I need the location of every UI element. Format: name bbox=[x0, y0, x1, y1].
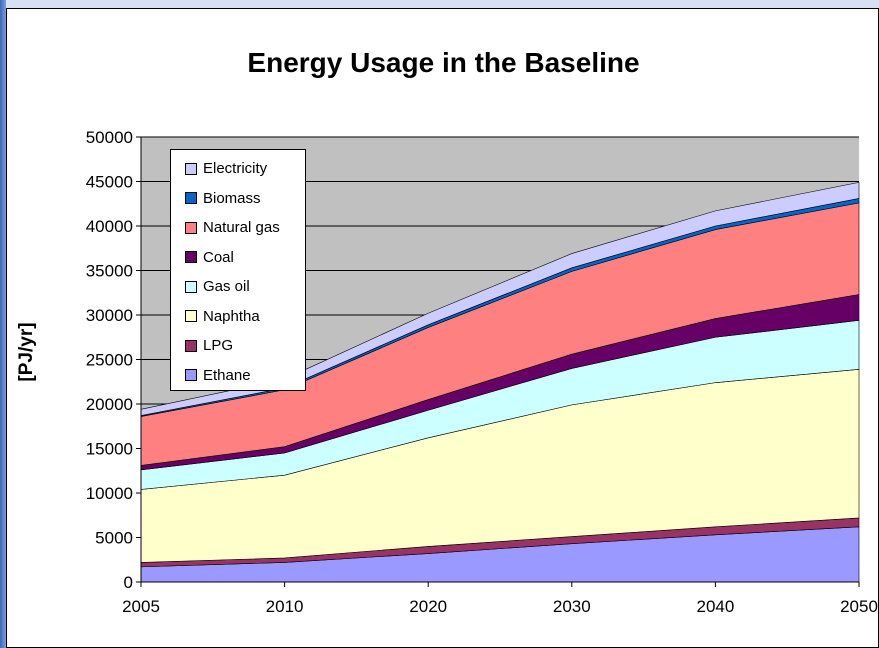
legend-item-biomass: Biomass bbox=[171, 184, 305, 214]
legend-item-ethane: Ethane bbox=[171, 361, 305, 391]
y-tick-label: 30000 bbox=[86, 306, 133, 325]
x-tick-label: 2005 bbox=[122, 597, 160, 616]
legend-item-gas-oil: Gas oil bbox=[171, 272, 305, 302]
legend-item-coal: Coal bbox=[171, 243, 305, 273]
y-tick-label: 40000 bbox=[86, 217, 133, 236]
window-edge bbox=[0, 0, 6, 648]
legend-swatch bbox=[185, 310, 197, 323]
legend-label: LPG bbox=[203, 337, 234, 355]
legend-swatch bbox=[185, 251, 197, 264]
legend-label: Naphtha bbox=[203, 307, 260, 325]
chart-legend: Electricity Biomass Natural gas Coal Gas oil… bbox=[170, 149, 306, 391]
legend-item-electricity: Electricity bbox=[171, 154, 305, 184]
y-tick-label: 0 bbox=[124, 573, 133, 592]
legend-label: Ethane bbox=[203, 366, 251, 384]
legend-label: Gas oil bbox=[203, 278, 250, 296]
legend-label: Electricity bbox=[203, 160, 268, 178]
legend-swatch bbox=[185, 221, 197, 234]
legend-swatch bbox=[185, 369, 197, 382]
y-tick-label: 10000 bbox=[86, 484, 133, 503]
y-tick-label: 25000 bbox=[86, 351, 133, 370]
legend-swatch bbox=[185, 162, 197, 175]
legend-item-naphtha: Naphtha bbox=[171, 302, 305, 332]
y-tick-label: 50000 bbox=[86, 128, 133, 147]
legend-swatch bbox=[185, 192, 197, 205]
x-tick-label: 2010 bbox=[266, 597, 304, 616]
x-tick-label: 2030 bbox=[553, 597, 591, 616]
x-tick-label: 2020 bbox=[409, 597, 447, 616]
x-tick-label: 2050 bbox=[840, 597, 878, 616]
legend-swatch bbox=[185, 280, 197, 293]
legend-label: Natural gas bbox=[203, 219, 280, 237]
y-axis-label: [PJ/yr] bbox=[16, 322, 37, 382]
x-tick-label: 2040 bbox=[696, 597, 734, 616]
chart-title: Energy Usage in the Baseline bbox=[247, 47, 640, 78]
chart-panel: 0 5000 10000 15000 20000 25000 30000 35000 40000… bbox=[6, 8, 879, 648]
y-tick-label: 20000 bbox=[86, 395, 133, 414]
y-tick-label: 5000 bbox=[95, 529, 133, 548]
y-tick-label: 45000 bbox=[86, 173, 133, 192]
chart-plot: 0 5000 10000 15000 20000 25000 30000 35000 40000… bbox=[86, 128, 878, 616]
legend-item-lpg: LPG bbox=[171, 331, 305, 361]
legend-label: Biomass bbox=[203, 189, 261, 207]
y-tick-label: 35000 bbox=[86, 262, 133, 281]
legend-label: Coal bbox=[203, 248, 234, 266]
legend-item-natural-gas: Natural gas bbox=[171, 213, 305, 243]
y-tick-label: 15000 bbox=[86, 440, 133, 459]
legend-swatch bbox=[185, 339, 197, 352]
